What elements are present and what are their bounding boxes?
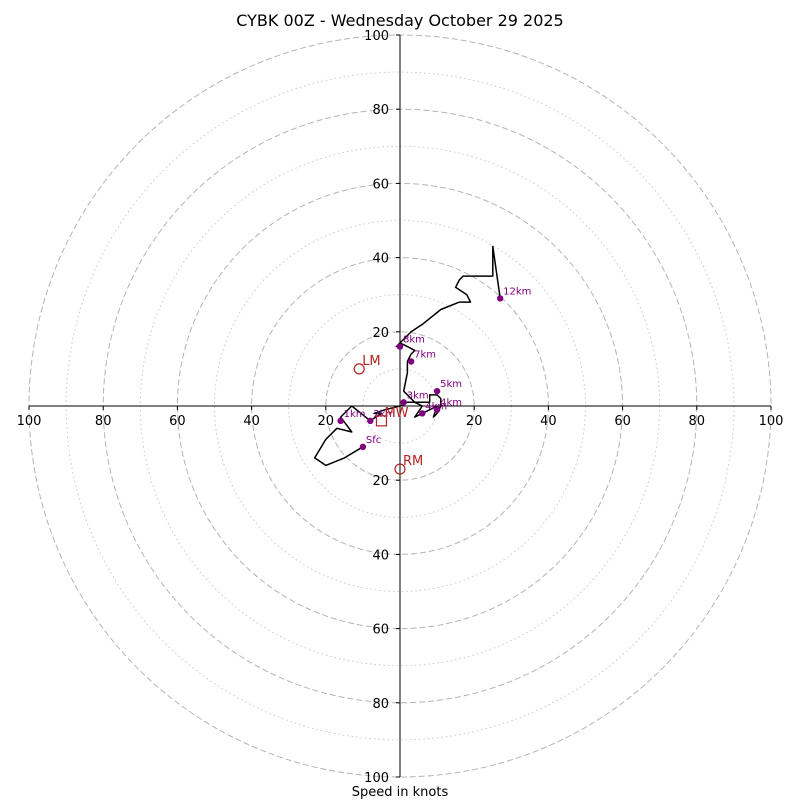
x-tick-label: 40 (540, 414, 557, 429)
y-tick-label: 20 (372, 474, 389, 489)
x-axis-label: Speed in knots (352, 785, 449, 800)
height-marker-label: 12km (503, 286, 531, 297)
y-tick-label: 100 (364, 29, 389, 44)
x-tick-label: 100 (759, 414, 784, 429)
chart-title: CYBK 00Z - Wednesday October 29 2025 (236, 11, 563, 30)
x-tick-label: 80 (689, 414, 706, 429)
wind-trace (315, 247, 501, 466)
x-tick-label: 60 (614, 414, 631, 429)
storm-motion-label: MW (384, 406, 408, 421)
x-tick-label: 80 (95, 414, 112, 429)
wind-trace-line (315, 247, 501, 466)
x-tick-label: 100 (17, 414, 42, 429)
y-tick-label: 40 (372, 548, 389, 563)
height-marker-label: 1km (344, 409, 366, 420)
y-tick-label: 80 (372, 103, 389, 118)
storm-motion-label: RM (403, 454, 423, 469)
x-tick-label: 20 (466, 414, 483, 429)
height-marker-label: Sfc (366, 435, 381, 446)
y-tick-label: 80 (372, 697, 389, 712)
height-marker-label: 5km (440, 379, 462, 390)
x-tick-label: 60 (169, 414, 186, 429)
hodograph-chart: CYBK 00Z - Wednesday October 29 2025 100… (0, 0, 800, 800)
height-marker-label: 8km (403, 335, 425, 346)
x-tick-label: 40 (243, 414, 260, 429)
y-tick-label: 20 (372, 326, 389, 341)
height-marker-label: 4km (440, 398, 462, 409)
storm-motion-label: LM (362, 354, 380, 369)
height-marker-label: 7km (414, 349, 436, 360)
y-tick-label: 60 (372, 177, 389, 192)
height-marker-label: 3km (407, 390, 429, 401)
y-tick-label: 40 (372, 252, 389, 267)
y-tick-label: 100 (364, 771, 389, 786)
x-tick-label: 20 (318, 414, 335, 429)
y-tick-label: 60 (372, 623, 389, 638)
